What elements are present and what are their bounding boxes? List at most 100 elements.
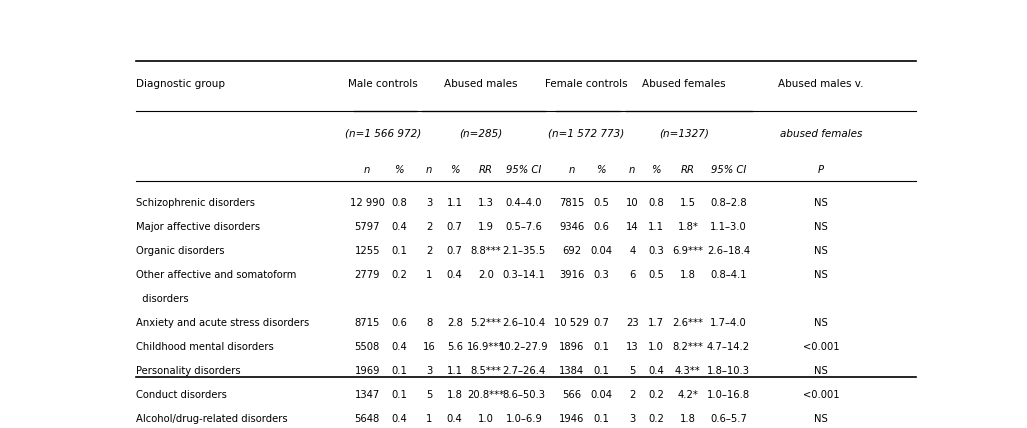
Text: (n=1 566 972): (n=1 566 972) xyxy=(345,129,421,139)
Text: abused females: abused females xyxy=(779,129,862,139)
Text: 14: 14 xyxy=(625,222,639,232)
Text: 0.4: 0.4 xyxy=(447,270,462,280)
Text: 0.4: 0.4 xyxy=(648,366,663,376)
Text: Major affective disorders: Major affective disorders xyxy=(137,222,261,232)
Text: NS: NS xyxy=(814,318,828,328)
Text: 2.0: 2.0 xyxy=(478,270,494,280)
Text: Conduct disorders: Conduct disorders xyxy=(137,390,227,401)
Text: 0.5–7.6: 0.5–7.6 xyxy=(505,222,542,232)
Text: 3: 3 xyxy=(630,414,636,425)
Text: 12 990: 12 990 xyxy=(350,198,384,208)
Text: NS: NS xyxy=(814,222,828,232)
Text: 1.0: 1.0 xyxy=(648,342,664,352)
Text: Male controls: Male controls xyxy=(348,79,418,89)
Text: 13: 13 xyxy=(625,342,639,352)
Text: 0.1: 0.1 xyxy=(391,366,407,376)
Text: 8: 8 xyxy=(426,318,432,328)
Text: 8.6–50.3: 8.6–50.3 xyxy=(502,390,545,401)
Text: <0.001: <0.001 xyxy=(802,390,839,401)
Text: 16: 16 xyxy=(423,342,435,352)
Text: %: % xyxy=(450,165,459,175)
Text: 0.6–5.7: 0.6–5.7 xyxy=(710,414,747,425)
Text: 692: 692 xyxy=(562,246,581,256)
Text: %: % xyxy=(394,165,404,175)
Text: 0.04: 0.04 xyxy=(591,246,612,256)
Text: 3: 3 xyxy=(426,366,432,376)
Text: 8.2***: 8.2*** xyxy=(673,342,703,352)
Text: disorders: disorders xyxy=(137,294,189,304)
Text: %: % xyxy=(651,165,660,175)
Text: RR: RR xyxy=(681,165,695,175)
Text: 6.9***: 6.9*** xyxy=(673,246,703,256)
Text: 1.8*: 1.8* xyxy=(678,222,698,232)
Text: 6: 6 xyxy=(629,270,636,280)
Text: 2779: 2779 xyxy=(354,270,380,280)
Text: 0.3: 0.3 xyxy=(594,270,609,280)
Text: 7815: 7815 xyxy=(559,198,584,208)
Text: 0.5: 0.5 xyxy=(594,198,609,208)
Text: 0.4: 0.4 xyxy=(391,342,407,352)
Text: 1.0–16.8: 1.0–16.8 xyxy=(707,390,750,401)
Text: 2: 2 xyxy=(426,222,432,232)
Text: NS: NS xyxy=(814,366,828,376)
Text: 1255: 1255 xyxy=(354,246,380,256)
Text: Abused males v.: Abused males v. xyxy=(778,79,864,89)
Text: 0.3–14.1: 0.3–14.1 xyxy=(502,270,545,280)
Text: 0.6: 0.6 xyxy=(391,318,407,328)
Text: 3: 3 xyxy=(426,198,432,208)
Text: Other affective and somatoform: Other affective and somatoform xyxy=(137,270,297,280)
Text: 5.6: 5.6 xyxy=(447,342,463,352)
Text: 1.1: 1.1 xyxy=(447,366,463,376)
Text: Childhood mental disorders: Childhood mental disorders xyxy=(137,342,274,352)
Text: 1: 1 xyxy=(426,414,432,425)
Text: Schizophrenic disorders: Schizophrenic disorders xyxy=(137,198,256,208)
Text: (n=1 572 773): (n=1 572 773) xyxy=(548,129,624,139)
Text: 5: 5 xyxy=(629,366,636,376)
Text: 0.2: 0.2 xyxy=(391,270,407,280)
Text: 0.8–2.8: 0.8–2.8 xyxy=(711,198,747,208)
Text: 0.2: 0.2 xyxy=(648,414,664,425)
Text: 0.8: 0.8 xyxy=(391,198,407,208)
Text: 5797: 5797 xyxy=(354,222,380,232)
Text: 2: 2 xyxy=(426,246,432,256)
Text: 1.3: 1.3 xyxy=(478,198,494,208)
Text: NS: NS xyxy=(814,246,828,256)
Text: 10: 10 xyxy=(625,198,639,208)
Text: 0.7: 0.7 xyxy=(447,246,462,256)
Text: 1.8: 1.8 xyxy=(680,414,696,425)
Text: 1.7: 1.7 xyxy=(648,318,664,328)
Text: <0.001: <0.001 xyxy=(802,342,839,352)
Text: 2.8: 2.8 xyxy=(447,318,462,328)
Text: 0.6: 0.6 xyxy=(594,222,609,232)
Text: P: P xyxy=(817,165,824,175)
Text: n: n xyxy=(364,165,371,175)
Text: 9346: 9346 xyxy=(559,222,584,232)
Text: 23: 23 xyxy=(625,318,639,328)
Text: 5508: 5508 xyxy=(354,342,380,352)
Text: 0.2: 0.2 xyxy=(648,390,664,401)
Text: 2.6–10.4: 2.6–10.4 xyxy=(502,318,545,328)
Text: 4.3**: 4.3** xyxy=(675,366,700,376)
Text: Organic disorders: Organic disorders xyxy=(137,246,225,256)
Text: n: n xyxy=(629,165,636,175)
Text: (n=1327): (n=1327) xyxy=(659,129,709,139)
Text: 1.0–6.9: 1.0–6.9 xyxy=(505,414,542,425)
Text: 95% CI: 95% CI xyxy=(506,165,541,175)
Text: 1.0: 1.0 xyxy=(478,414,494,425)
Text: NS: NS xyxy=(814,270,828,280)
Text: 0.4: 0.4 xyxy=(447,414,462,425)
Text: Female controls: Female controls xyxy=(544,79,627,89)
Text: 0.1: 0.1 xyxy=(391,390,407,401)
Text: 4.7–14.2: 4.7–14.2 xyxy=(707,342,750,352)
Text: n: n xyxy=(569,165,575,175)
Text: 3916: 3916 xyxy=(559,270,584,280)
Text: 2.6***: 2.6*** xyxy=(673,318,703,328)
Text: 1: 1 xyxy=(426,270,432,280)
Text: 0.8: 0.8 xyxy=(648,198,663,208)
Text: 1.7–4.0: 1.7–4.0 xyxy=(710,318,747,328)
Text: 5.2***: 5.2*** xyxy=(470,318,501,328)
Text: Personality disorders: Personality disorders xyxy=(137,366,241,376)
Text: 1.1: 1.1 xyxy=(648,222,664,232)
Text: RR: RR xyxy=(479,165,493,175)
Text: 10 529: 10 529 xyxy=(555,318,589,328)
